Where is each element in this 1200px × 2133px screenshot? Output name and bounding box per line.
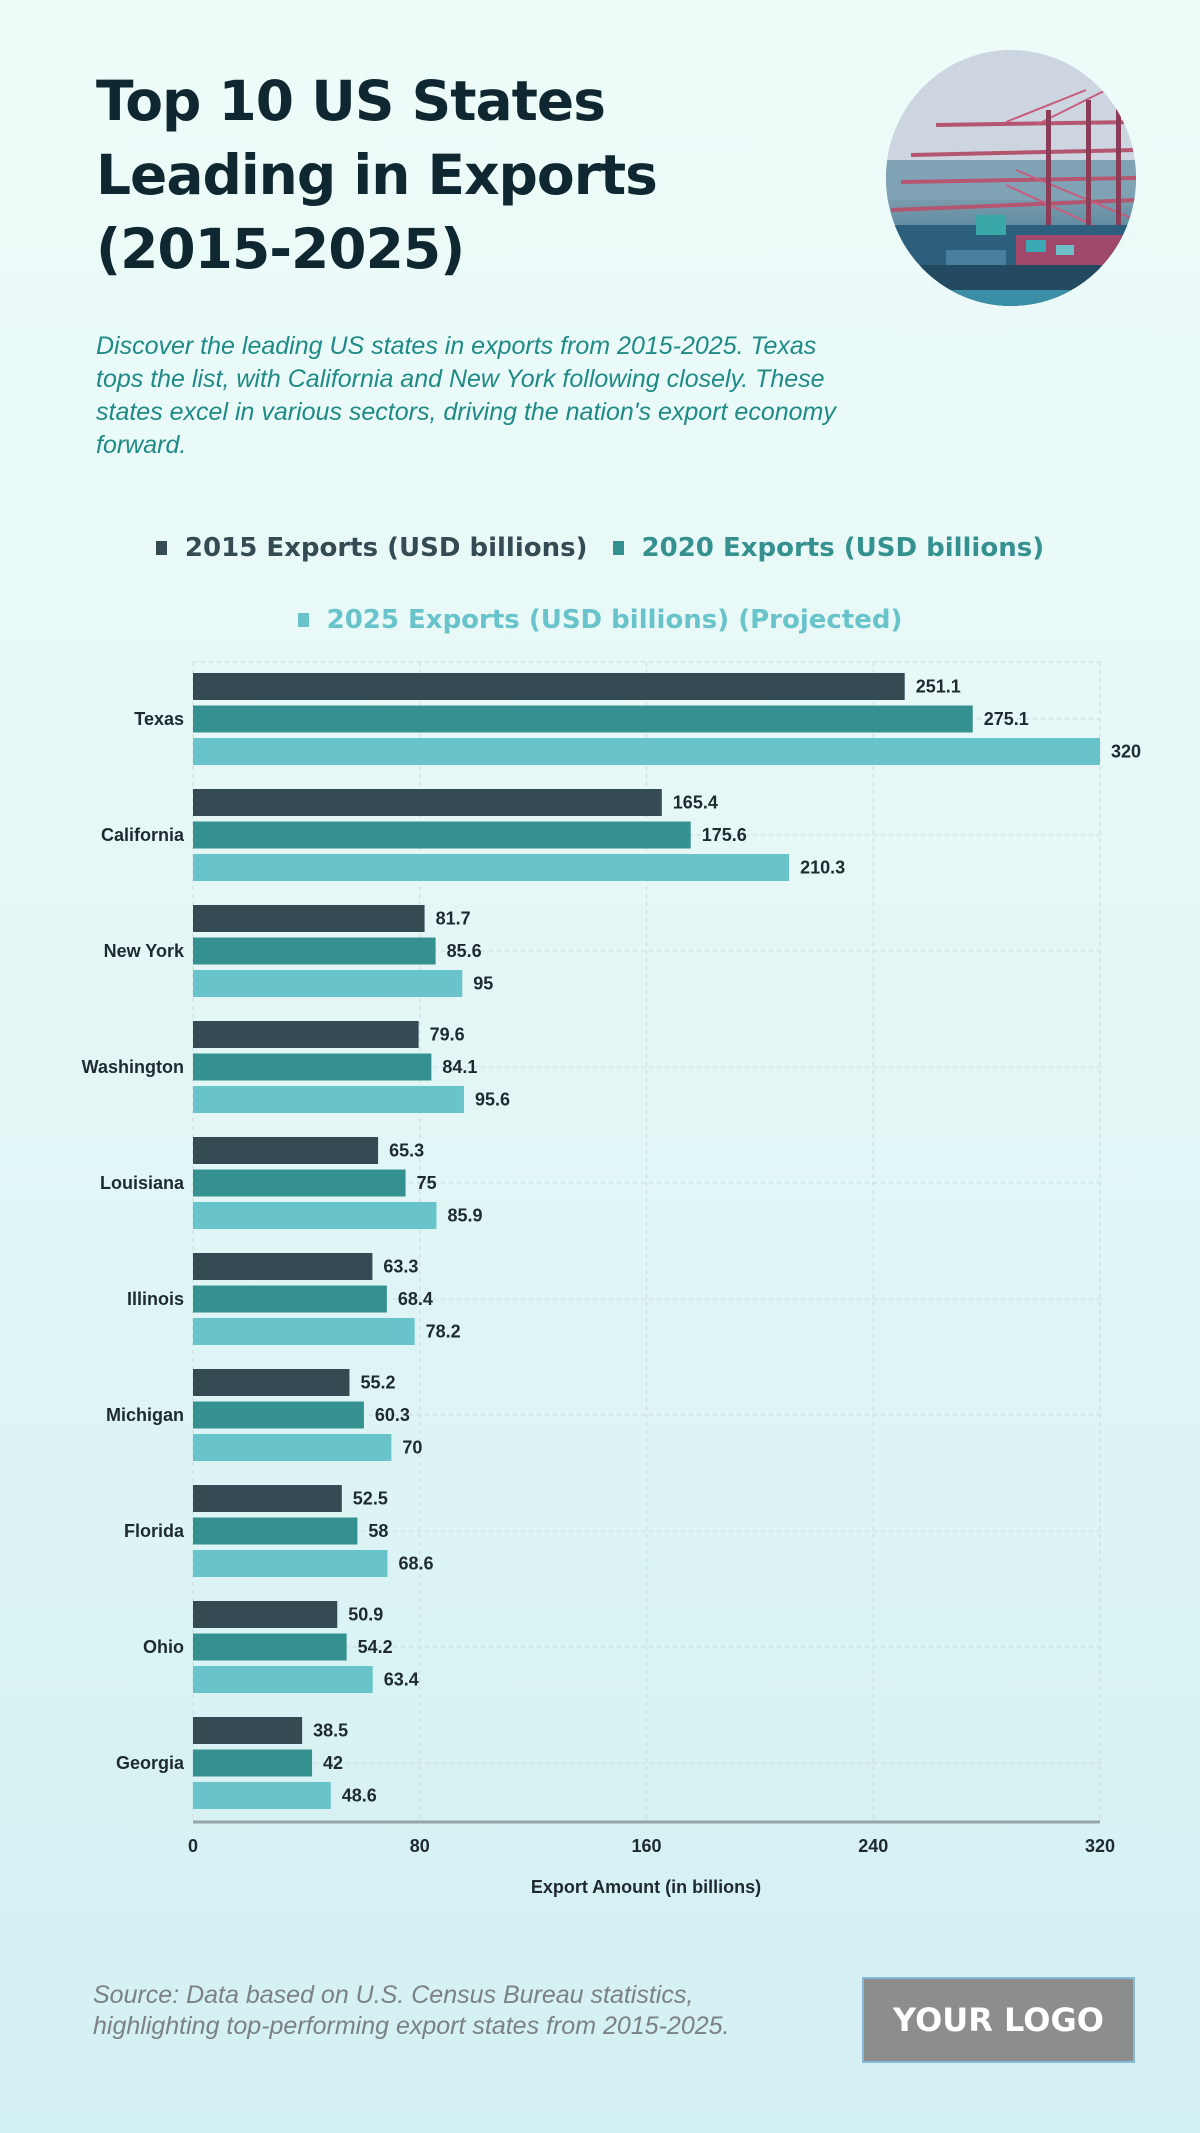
x-tick-label: 320 — [1085, 1836, 1115, 1856]
legend-label-2025: 2025 Exports (USD billions) (Projected) — [326, 605, 903, 635]
value-label: 165.4 — [673, 793, 718, 813]
bar-florida-2[interactable] — [193, 1550, 388, 1577]
category-label: New York — [104, 941, 185, 961]
bar-california-2[interactable] — [193, 854, 790, 881]
category-label: Georgia — [116, 1753, 185, 1773]
value-label: 85.6 — [447, 941, 482, 961]
subtitle: Discover the leading US states in export… — [96, 332, 836, 459]
value-label: 68.6 — [398, 1554, 433, 1574]
value-label: 52.5 — [353, 1489, 388, 1509]
value-label: 63.4 — [384, 1670, 419, 1690]
value-label: 275.1 — [984, 709, 1029, 729]
legend-swatch-2020 — [612, 541, 624, 555]
bar-new-york-1[interactable] — [193, 937, 436, 965]
bar-georgia-0[interactable] — [193, 1717, 303, 1744]
value-label: 65.3 — [389, 1141, 424, 1161]
legend-label-2015: 2015 Exports (USD billions) — [184, 533, 588, 563]
page-title: Top 10 US States Leading in Exports (201… — [96, 69, 658, 281]
x-tick-label: 80 — [410, 1836, 430, 1856]
category-label: Louisiana — [100, 1173, 185, 1193]
category-label: Ohio — [143, 1637, 184, 1657]
value-label: 50.9 — [348, 1605, 383, 1625]
bar-california-1[interactable] — [193, 821, 691, 849]
x-axis-title: Export Amount (in billions) — [531, 1877, 761, 1897]
bar-georgia-2[interactable] — [193, 1782, 331, 1809]
value-label: 78.2 — [426, 1322, 461, 1342]
source-note: Source: Data based on U.S. Census Bureau… — [93, 1981, 730, 2040]
legend-item-2015[interactable]: 2015 Exports (USD billions) — [155, 533, 588, 563]
bar-new-york-2[interactable] — [193, 970, 463, 997]
bar-illinois-2[interactable] — [193, 1318, 415, 1345]
bar-ohio-1[interactable] — [193, 1633, 347, 1661]
bar-ohio-0[interactable] — [193, 1601, 338, 1628]
value-label: 210.3 — [800, 858, 845, 878]
value-label: 84.1 — [442, 1057, 477, 1077]
bar-florida-1[interactable] — [193, 1517, 358, 1545]
value-label: 42 — [323, 1753, 343, 1773]
legend-swatch-2015 — [155, 541, 167, 555]
category-label: Washington — [82, 1057, 184, 1077]
legend-row-2: 2025 Exports (USD billions) (Projected) — [0, 604, 1200, 635]
bar-washington-1[interactable] — [193, 1053, 432, 1081]
category-label: California — [101, 825, 185, 845]
bar-washington-0[interactable] — [193, 1021, 419, 1048]
value-label: 54.2 — [358, 1637, 393, 1657]
bar-louisiana-2[interactable] — [193, 1202, 437, 1229]
bar-chart: Texas 251.1 275.1 320 California 165.4 175.6 21… — [82, 661, 1141, 1897]
bar-michigan-2[interactable] — [193, 1434, 392, 1461]
legend-item-2020[interactable]: 2020 Exports (USD billions) — [612, 533, 1045, 563]
legend-label-2020: 2020 Exports (USD billions) — [641, 533, 1045, 563]
x-tick-label: 240 — [858, 1836, 888, 1856]
legend-swatch-2025 — [297, 613, 309, 627]
x-tick-label: 160 — [631, 1836, 661, 1856]
bar-louisiana-0[interactable] — [193, 1137, 379, 1164]
bar-ohio-2[interactable] — [193, 1666, 373, 1693]
logo-placeholder: YOUR LOGO — [862, 1977, 1135, 2063]
bars-layer — [193, 673, 1100, 1809]
x-axis: 0 80 160 240 320 — [188, 1820, 1115, 1856]
bar-texas-0[interactable] — [193, 673, 905, 700]
value-label: 75 — [417, 1173, 437, 1193]
bar-california-0[interactable] — [193, 789, 662, 816]
labels-layer: Texas 251.1 275.1 320 California 165.4 175.6 21… — [82, 677, 1141, 1806]
value-label: 38.5 — [313, 1721, 348, 1741]
value-label: 251.1 — [916, 677, 961, 697]
bar-michigan-0[interactable] — [193, 1369, 350, 1396]
port-photo — [886, 50, 1136, 306]
category-label: Michigan — [106, 1405, 184, 1425]
value-label: 95 — [473, 974, 493, 994]
value-label: 320 — [1111, 742, 1141, 762]
legend-item-2025[interactable]: 2025 Exports (USD billions) (Projected) — [297, 605, 903, 635]
bar-florida-0[interactable] — [193, 1485, 342, 1512]
value-label: 55.2 — [360, 1373, 395, 1393]
bar-michigan-1[interactable] — [193, 1401, 364, 1429]
value-label: 95.6 — [475, 1090, 510, 1110]
bar-texas-1[interactable] — [193, 705, 973, 733]
value-label: 48.6 — [342, 1786, 377, 1806]
bar-georgia-1[interactable] — [193, 1749, 313, 1777]
bar-new-york-0[interactable] — [193, 905, 425, 932]
value-label: 70 — [402, 1438, 422, 1458]
value-label: 81.7 — [436, 909, 471, 929]
x-tick-label: 0 — [188, 1836, 198, 1856]
value-label: 85.9 — [447, 1206, 482, 1226]
value-label: 63.3 — [383, 1257, 418, 1277]
value-label: 79.6 — [430, 1025, 465, 1045]
category-label: Texas — [134, 709, 184, 729]
value-label: 58 — [368, 1521, 388, 1541]
legend-row-1: 2015 Exports (USD billions) 2020 Exports… — [0, 532, 1200, 563]
bar-texas-2[interactable] — [193, 738, 1100, 765]
port-photo-illustration — [886, 50, 1136, 306]
value-label: 68.4 — [398, 1289, 433, 1309]
category-label: Illinois — [127, 1289, 184, 1309]
bar-illinois-0[interactable] — [193, 1253, 373, 1280]
value-label: 60.3 — [375, 1405, 410, 1425]
value-label: 175.6 — [702, 825, 747, 845]
bar-washington-2[interactable] — [193, 1086, 464, 1113]
bar-louisiana-1[interactable] — [193, 1169, 406, 1197]
bar-illinois-1[interactable] — [193, 1285, 387, 1313]
category-label: Florida — [124, 1521, 185, 1541]
